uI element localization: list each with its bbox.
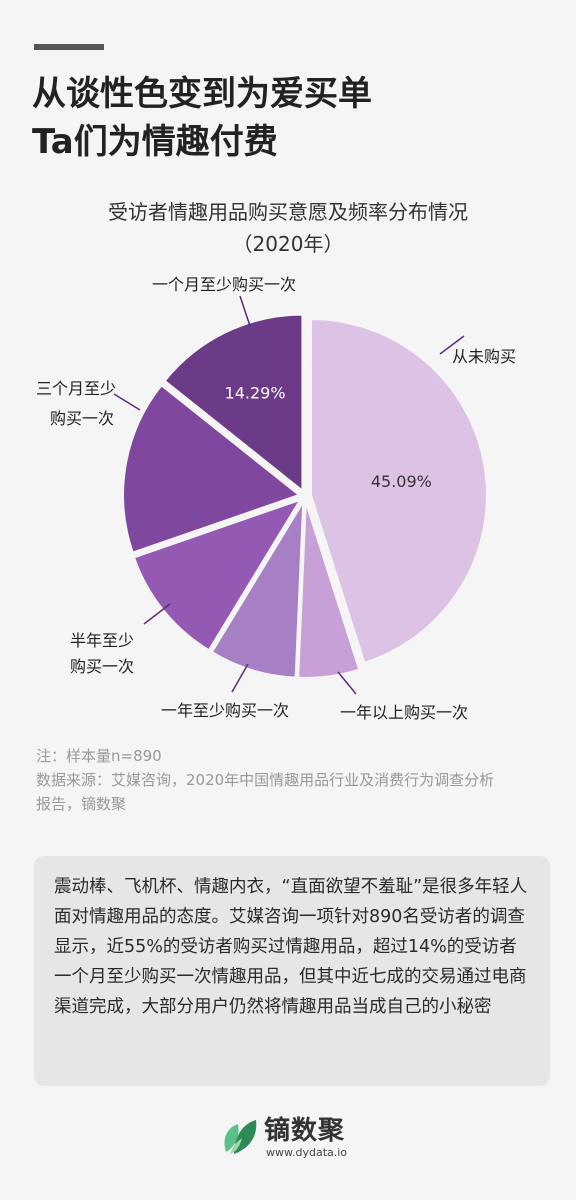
pie-slice-2 [297,501,361,679]
summary-box: 震动棒、飞机杯、情趣内衣，“直面欲望不羞耻”是很多年轻人面对情趣用品的态度。艾媒… [34,856,550,1086]
pie-slice-3 [210,501,305,679]
page-title-line1: 从谈性色变到为爱买单 [32,74,372,114]
pie-slice-1 [309,318,488,665]
slice-label-half-year-l2: 购买一次 [70,657,134,676]
page-title: 从谈性色变到为爱买单 Ta们为情趣付费 [32,70,372,166]
leader-line-2 [337,671,357,695]
pie-value-label-1: 45.09% [371,472,432,491]
pie-value-label-6: 14.29% [225,383,286,402]
slice-label-half-year-l1: 半年至少 [70,631,134,650]
pie-slice-4 [132,497,303,652]
pie-slice-6 [163,313,304,493]
top-rule [34,44,104,50]
slice-label-quarterly-l1: 三个月至少 [36,379,116,398]
sample-note: 注：样本量n=890 [36,747,162,765]
chart-subtitle: （2020年） [232,232,344,256]
source-note-line2: 报告，镝数聚 [36,795,127,813]
slice-label-never: 从未购买 [452,347,516,366]
pie-slice-5 [122,383,302,554]
slice-label-monthly: 一个月至少购买一次 [152,275,296,294]
leader-line-4 [143,603,171,625]
source-note-line1: 数据来源：艾媒咨询，2020年中国情趣用品行业及消费行为调查分析 [36,771,495,789]
leaf-logo-icon [224,1120,257,1154]
chart-notes: 注：样本量n=890 数据来源：艾媒咨询，2020年中国情趣用品行业及消费行为调… [36,744,546,816]
slice-label-over-year: 一年以上购买一次 [340,703,468,722]
leader-line-1 [439,335,465,355]
page-title-line2: Ta们为情趣付费 [32,122,278,162]
pie-chart: 45.09%14.29%从未购买一年以上购买一次一年至少购买一次半年至少购买一次… [36,275,516,722]
summary-text: 震动棒、飞机杯、情趣内衣，“直面欲望不羞耻”是很多年轻人面对情趣用品的态度。艾媒… [54,877,528,1017]
brand-name: 镝数聚 [264,1116,346,1146]
slice-label-yearly: 一年至少购买一次 [161,701,289,720]
slice-label-quarterly-l2: 购买一次 [50,409,114,428]
leader-line-5 [113,393,141,411]
chart-title: 受访者情趣用品购买意愿及频率分布情况 [108,200,468,224]
brand-url: www.dydata.io [266,1146,348,1159]
leader-line-3 [231,663,249,693]
brand-footer: 镝数聚 www.dydata.io [0,1106,576,1166]
leader-line-6 [239,295,251,327]
